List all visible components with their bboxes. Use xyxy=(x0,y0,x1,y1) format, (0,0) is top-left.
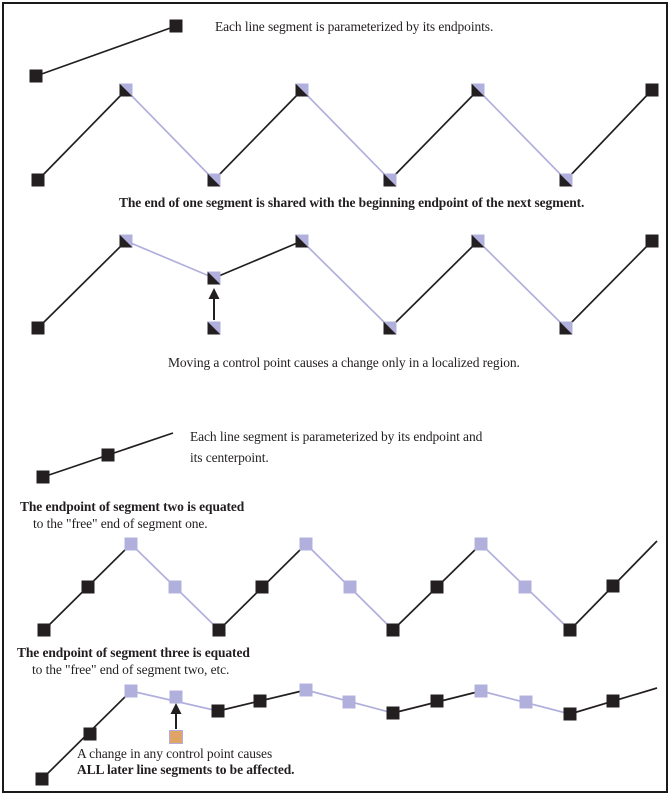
lavender-segment-line xyxy=(477,240,567,329)
control-point-shared-black-half xyxy=(383,321,397,335)
control-point-black xyxy=(29,69,43,83)
control-point-lavender xyxy=(299,537,313,551)
control-point-shared-black-half xyxy=(207,271,221,285)
control-point-black xyxy=(37,623,51,637)
control-point-black xyxy=(645,234,659,248)
control-point-lavender xyxy=(343,580,357,594)
caption-change-line1: A change in any control point causes xyxy=(77,746,273,761)
control-point-lavender xyxy=(169,690,183,704)
black-segment-line xyxy=(35,25,177,77)
caption-segment-two-line2: to the "free" end of segment one. xyxy=(33,516,208,531)
control-point-lavender xyxy=(518,580,532,594)
control-point-shared-black-half xyxy=(119,83,133,97)
control-point-lavender xyxy=(168,580,182,594)
black-segment-line xyxy=(565,240,653,329)
control-point-black xyxy=(645,83,659,97)
control-point-black xyxy=(606,694,620,708)
control-point-shared-black-half xyxy=(207,173,221,187)
control-point-black xyxy=(563,707,577,721)
control-point-shared-black-half xyxy=(119,234,133,248)
black-segment-line xyxy=(389,89,479,181)
caption-endpoints: Each line segment is parameterized by it… xyxy=(215,19,494,34)
control-point-lavender xyxy=(342,695,356,709)
control-point-black xyxy=(101,448,115,462)
control-point-black xyxy=(606,579,620,593)
control-point-black xyxy=(430,580,444,594)
caption-segment-two-line1: The endpoint of segment two is equated xyxy=(20,499,245,514)
control-point-lavender xyxy=(474,684,488,698)
black-segment-line xyxy=(213,89,303,181)
control-point-black xyxy=(563,623,577,637)
caption-shared-endpoint: The end of one segment is shared with th… xyxy=(119,195,585,210)
control-point-shared-black-half xyxy=(383,173,397,187)
caption-segment-three-line1: The endpoint of segment three is equated xyxy=(17,645,250,660)
control-point-shared-black-half xyxy=(559,173,573,187)
control-point-black xyxy=(386,706,400,720)
control-point-shared-black-half xyxy=(471,83,485,97)
control-point-lavender xyxy=(519,695,533,709)
control-point-black xyxy=(83,727,97,741)
black-segment-line xyxy=(213,240,303,279)
caption-segment-three-line2: to the "free" end of segment two, etc. xyxy=(32,662,230,677)
caption-centerpoint-line1: Each line segment is parameterized by it… xyxy=(190,429,483,444)
move-arrow-head xyxy=(208,288,220,299)
black-segment-line xyxy=(37,240,127,329)
lavender-segment-line xyxy=(301,89,391,181)
control-point-black xyxy=(36,470,50,484)
lavender-segment-line xyxy=(125,240,215,279)
control-point-lavender xyxy=(299,683,313,697)
control-point-black xyxy=(169,19,183,33)
control-point-black xyxy=(31,173,45,187)
control-point-shared-black-half xyxy=(295,83,309,97)
black-segment-line xyxy=(37,89,127,181)
control-point-lavender xyxy=(124,537,138,551)
control-point-black xyxy=(35,772,49,786)
lavender-segment-line xyxy=(301,240,391,329)
control-point-black xyxy=(255,580,269,594)
control-point-shared-black-half xyxy=(559,321,573,335)
lavender-segment-line xyxy=(477,89,567,181)
caption-centerpoint-line2: its centerpoint. xyxy=(190,450,269,465)
control-point-shared-black-half xyxy=(207,321,221,335)
control-point-black xyxy=(430,694,444,708)
control-point-black xyxy=(386,623,400,637)
control-point-lavender xyxy=(474,537,488,551)
control-point-black xyxy=(212,623,226,637)
black-segment-line xyxy=(389,240,479,329)
control-point-black xyxy=(81,580,95,594)
caption-localized-region: Moving a control point causes a change o… xyxy=(168,355,520,370)
control-point-lavender xyxy=(124,684,138,698)
control-point-black xyxy=(31,321,45,335)
control-point-orange xyxy=(169,730,183,744)
control-point-shared-black-half xyxy=(471,234,485,248)
control-point-black xyxy=(211,704,225,718)
lavender-segment-line xyxy=(125,89,215,181)
control-point-shared-black-half xyxy=(295,234,309,248)
control-point-black xyxy=(253,694,267,708)
black-segment-line xyxy=(565,89,653,181)
move-arrow-head xyxy=(170,703,182,714)
caption-change-line2: ALL later line segments to be affected. xyxy=(77,762,295,777)
